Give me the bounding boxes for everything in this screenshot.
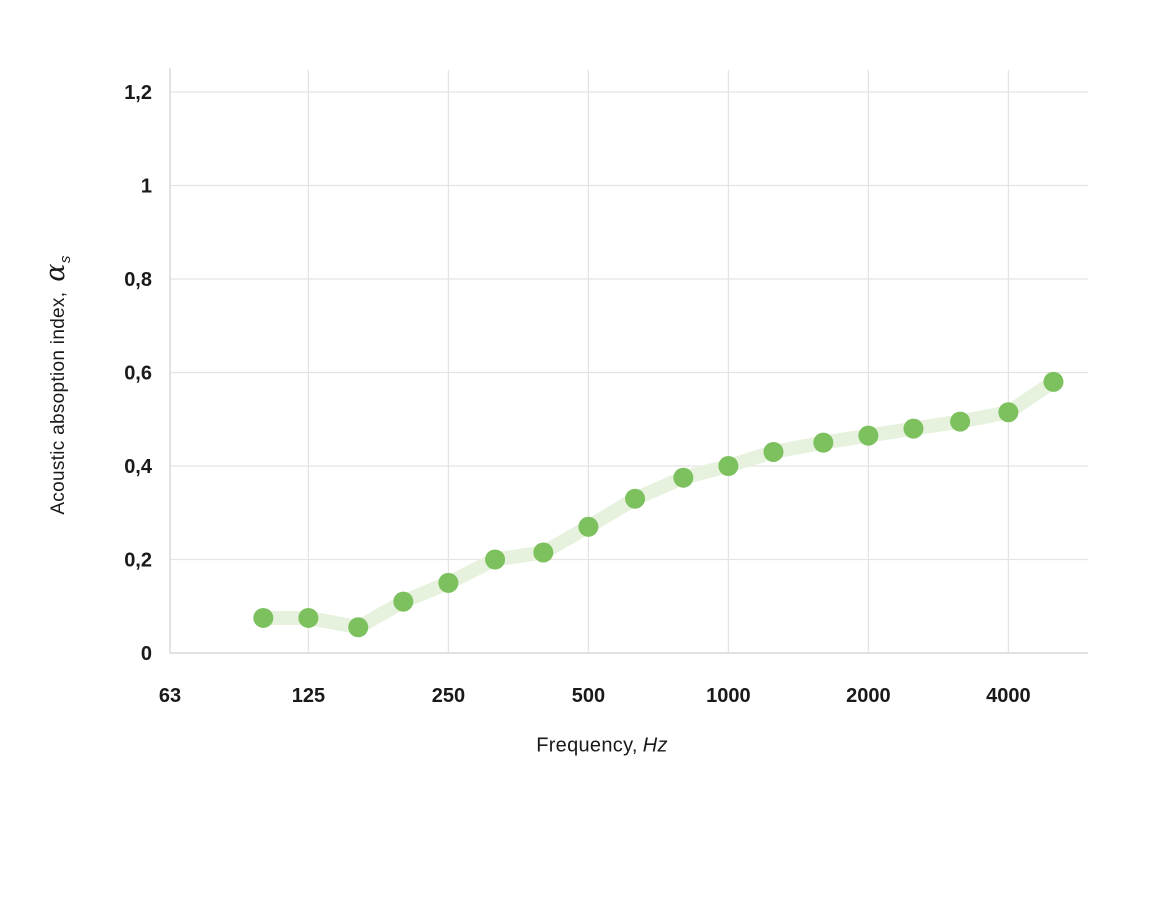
data-point — [813, 432, 834, 453]
data-point — [858, 425, 879, 446]
x-axis-unit: Hz — [642, 734, 668, 757]
x-tick-label: 125 — [292, 685, 325, 707]
y-tick-label: 1,2 — [124, 82, 152, 104]
x-tick-label: 1000 — [706, 685, 751, 707]
data-point — [673, 467, 694, 488]
data-point — [718, 456, 739, 476]
x-axis-title-text: Frequency, — [536, 734, 638, 757]
x-tick-label: 63 — [159, 685, 181, 707]
data-point — [950, 411, 971, 432]
x-tick-label: 250 — [432, 685, 465, 707]
data-point — [625, 488, 646, 509]
x-tick-label: 500 — [572, 685, 605, 707]
y-tick-label: 0,2 — [124, 550, 152, 572]
data-point — [393, 591, 414, 612]
data-point — [533, 542, 554, 563]
data-point — [348, 617, 369, 638]
data-point — [763, 441, 784, 462]
y-axis-title: Acoustic absoption index, αs — [40, 255, 74, 514]
alpha-symbol: αs — [39, 255, 75, 282]
x-axis-title: Frequency, Hz — [536, 735, 668, 758]
y-tick-label: 0,4 — [124, 456, 153, 478]
data-point — [253, 607, 274, 628]
y-tick-label: 0 — [141, 643, 152, 665]
x-tick-label: 4000 — [986, 685, 1031, 707]
data-point — [298, 607, 319, 628]
x-tick-label: 2000 — [846, 685, 891, 707]
y-tick-label: 0,8 — [124, 269, 152, 291]
data-point — [578, 516, 599, 537]
data-point — [1043, 371, 1064, 392]
data-point — [485, 549, 506, 570]
y-tick-label: 0,6 — [124, 363, 152, 385]
y-axis-title-text: Acoustic absoption index, — [47, 291, 69, 515]
data-point — [903, 418, 924, 439]
data-point — [438, 572, 459, 593]
data-point — [998, 402, 1019, 423]
series-line — [256, 374, 1061, 635]
y-tick-label: 1 — [141, 176, 152, 198]
